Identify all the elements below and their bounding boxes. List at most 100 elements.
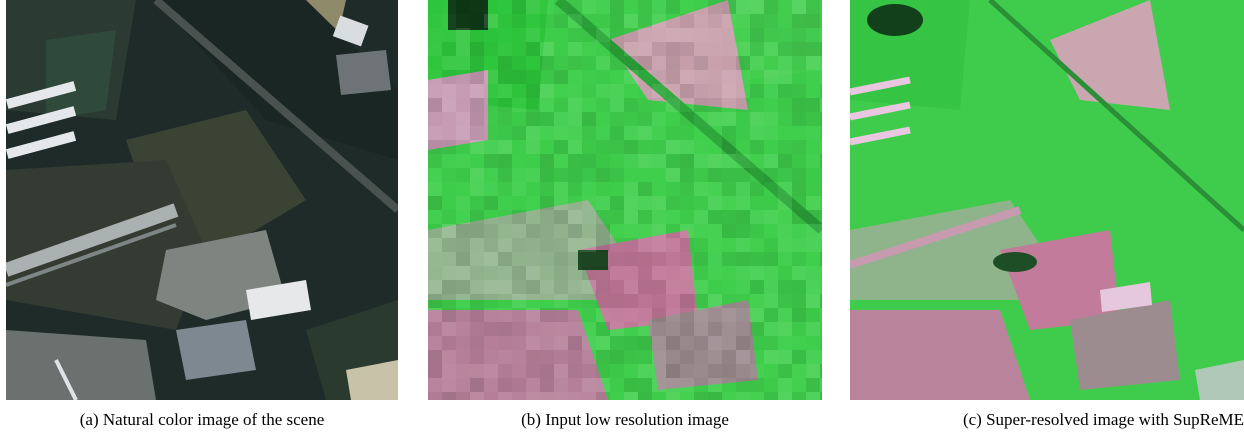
pixel [778,112,792,126]
pixel [680,0,694,14]
pixel [638,84,652,98]
pixel [470,280,484,294]
pixel [624,112,638,126]
pixel [512,224,526,238]
panel-b [428,0,822,400]
pixel [582,280,596,294]
pixel [582,238,596,252]
pixel [428,168,442,182]
pixel [540,168,554,182]
pixel [820,28,822,42]
pixel [624,252,638,266]
pixel [792,154,806,168]
pixel [596,238,610,252]
pixel [512,112,526,126]
pixel [792,182,806,196]
pixel [666,308,680,322]
pixel [498,98,512,112]
pixel [442,392,456,400]
pixel [554,210,568,224]
pixel [806,112,820,126]
pixel [624,98,638,112]
pixel [778,14,792,28]
pixel [428,336,442,350]
pixel [470,350,484,364]
pixel [526,210,540,224]
pixel [750,378,764,392]
pixel [554,392,568,400]
pixel [470,70,484,84]
pixel [596,308,610,322]
pixel [456,322,470,336]
pixel [750,224,764,238]
pixel [764,42,778,56]
pixel [778,56,792,70]
pixel [484,182,498,196]
pixel [554,336,568,350]
pixel [456,308,470,322]
pixel [512,154,526,168]
pixel [736,252,750,266]
pixel [582,196,596,210]
pixel [736,126,750,140]
pixel [554,126,568,140]
pixel [750,56,764,70]
pixel [736,294,750,308]
pixel [722,252,736,266]
pixel [764,56,778,70]
pixel [442,378,456,392]
pixel [442,196,456,210]
pixel [498,84,512,98]
pixel [498,238,512,252]
pixel [484,224,498,238]
pixel [540,196,554,210]
pixel [484,28,498,42]
pixel [568,28,582,42]
pixel [484,322,498,336]
pixel [498,252,512,266]
pixel [540,336,554,350]
pixel [484,392,498,400]
pixel [512,140,526,154]
pixel [596,224,610,238]
pixel [582,28,596,42]
pixel [470,154,484,168]
pixel [470,308,484,322]
pixel [680,210,694,224]
pixel [540,350,554,364]
pixel [722,70,736,84]
pixel [820,98,822,112]
pixel [652,238,666,252]
pixel [708,154,722,168]
pixel [708,14,722,28]
pixel [428,392,442,400]
pixel [778,168,792,182]
pixel [428,196,442,210]
pixel [778,294,792,308]
pixel [820,350,822,364]
pixel [680,294,694,308]
pixel [778,140,792,154]
pixel [554,56,568,70]
pixel [456,126,470,140]
pixel [610,224,624,238]
pixel [540,182,554,196]
pixel [470,392,484,400]
pixel [680,126,694,140]
pixel [778,126,792,140]
pixel [806,126,820,140]
pixel [596,112,610,126]
pixel [638,210,652,224]
pixel [596,0,610,14]
pixel [442,308,456,322]
pixel [638,350,652,364]
pixel [694,238,708,252]
pixel [652,84,666,98]
pixel [568,252,582,266]
pixel [596,126,610,140]
pixel [596,280,610,294]
pixel [596,154,610,168]
pixel [484,350,498,364]
pixel [428,14,442,28]
pixel [750,238,764,252]
